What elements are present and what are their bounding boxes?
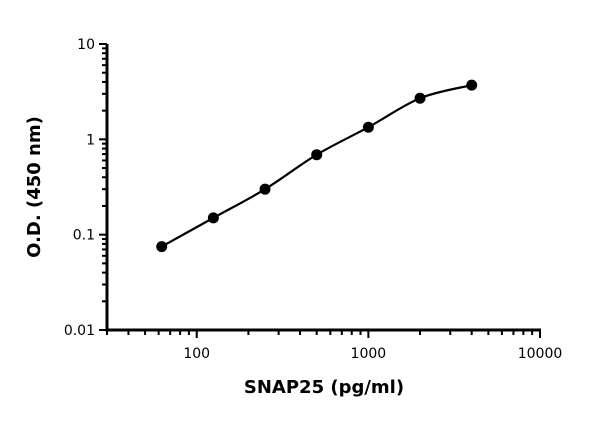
data-points bbox=[156, 79, 478, 253]
fit-curve bbox=[161, 84, 472, 248]
data-point bbox=[466, 79, 478, 91]
x-tick-label: 1000 bbox=[351, 346, 387, 362]
y-tick-label: 1 bbox=[86, 132, 95, 148]
data-point bbox=[311, 149, 323, 161]
data-point bbox=[156, 241, 168, 253]
y-axis-label: O.D. (450 nm) bbox=[24, 116, 45, 258]
y-axis: 0.01 0.1 1 10 bbox=[64, 37, 109, 339]
y-tick-label: 0.1 bbox=[73, 228, 95, 244]
y-tick-label: 0.01 bbox=[64, 323, 95, 339]
data-point bbox=[207, 212, 219, 224]
data-point bbox=[414, 92, 426, 104]
x-axis: 100 1000 10000 bbox=[106, 328, 563, 362]
y-tick-label: 10 bbox=[77, 37, 95, 53]
data-point bbox=[259, 183, 271, 195]
data-point bbox=[362, 121, 374, 133]
x-tick-label: 100 bbox=[183, 346, 210, 362]
x-axis-label: SNAP25 (pg/ml) bbox=[244, 377, 404, 398]
x-tick-label: 10000 bbox=[518, 346, 563, 362]
